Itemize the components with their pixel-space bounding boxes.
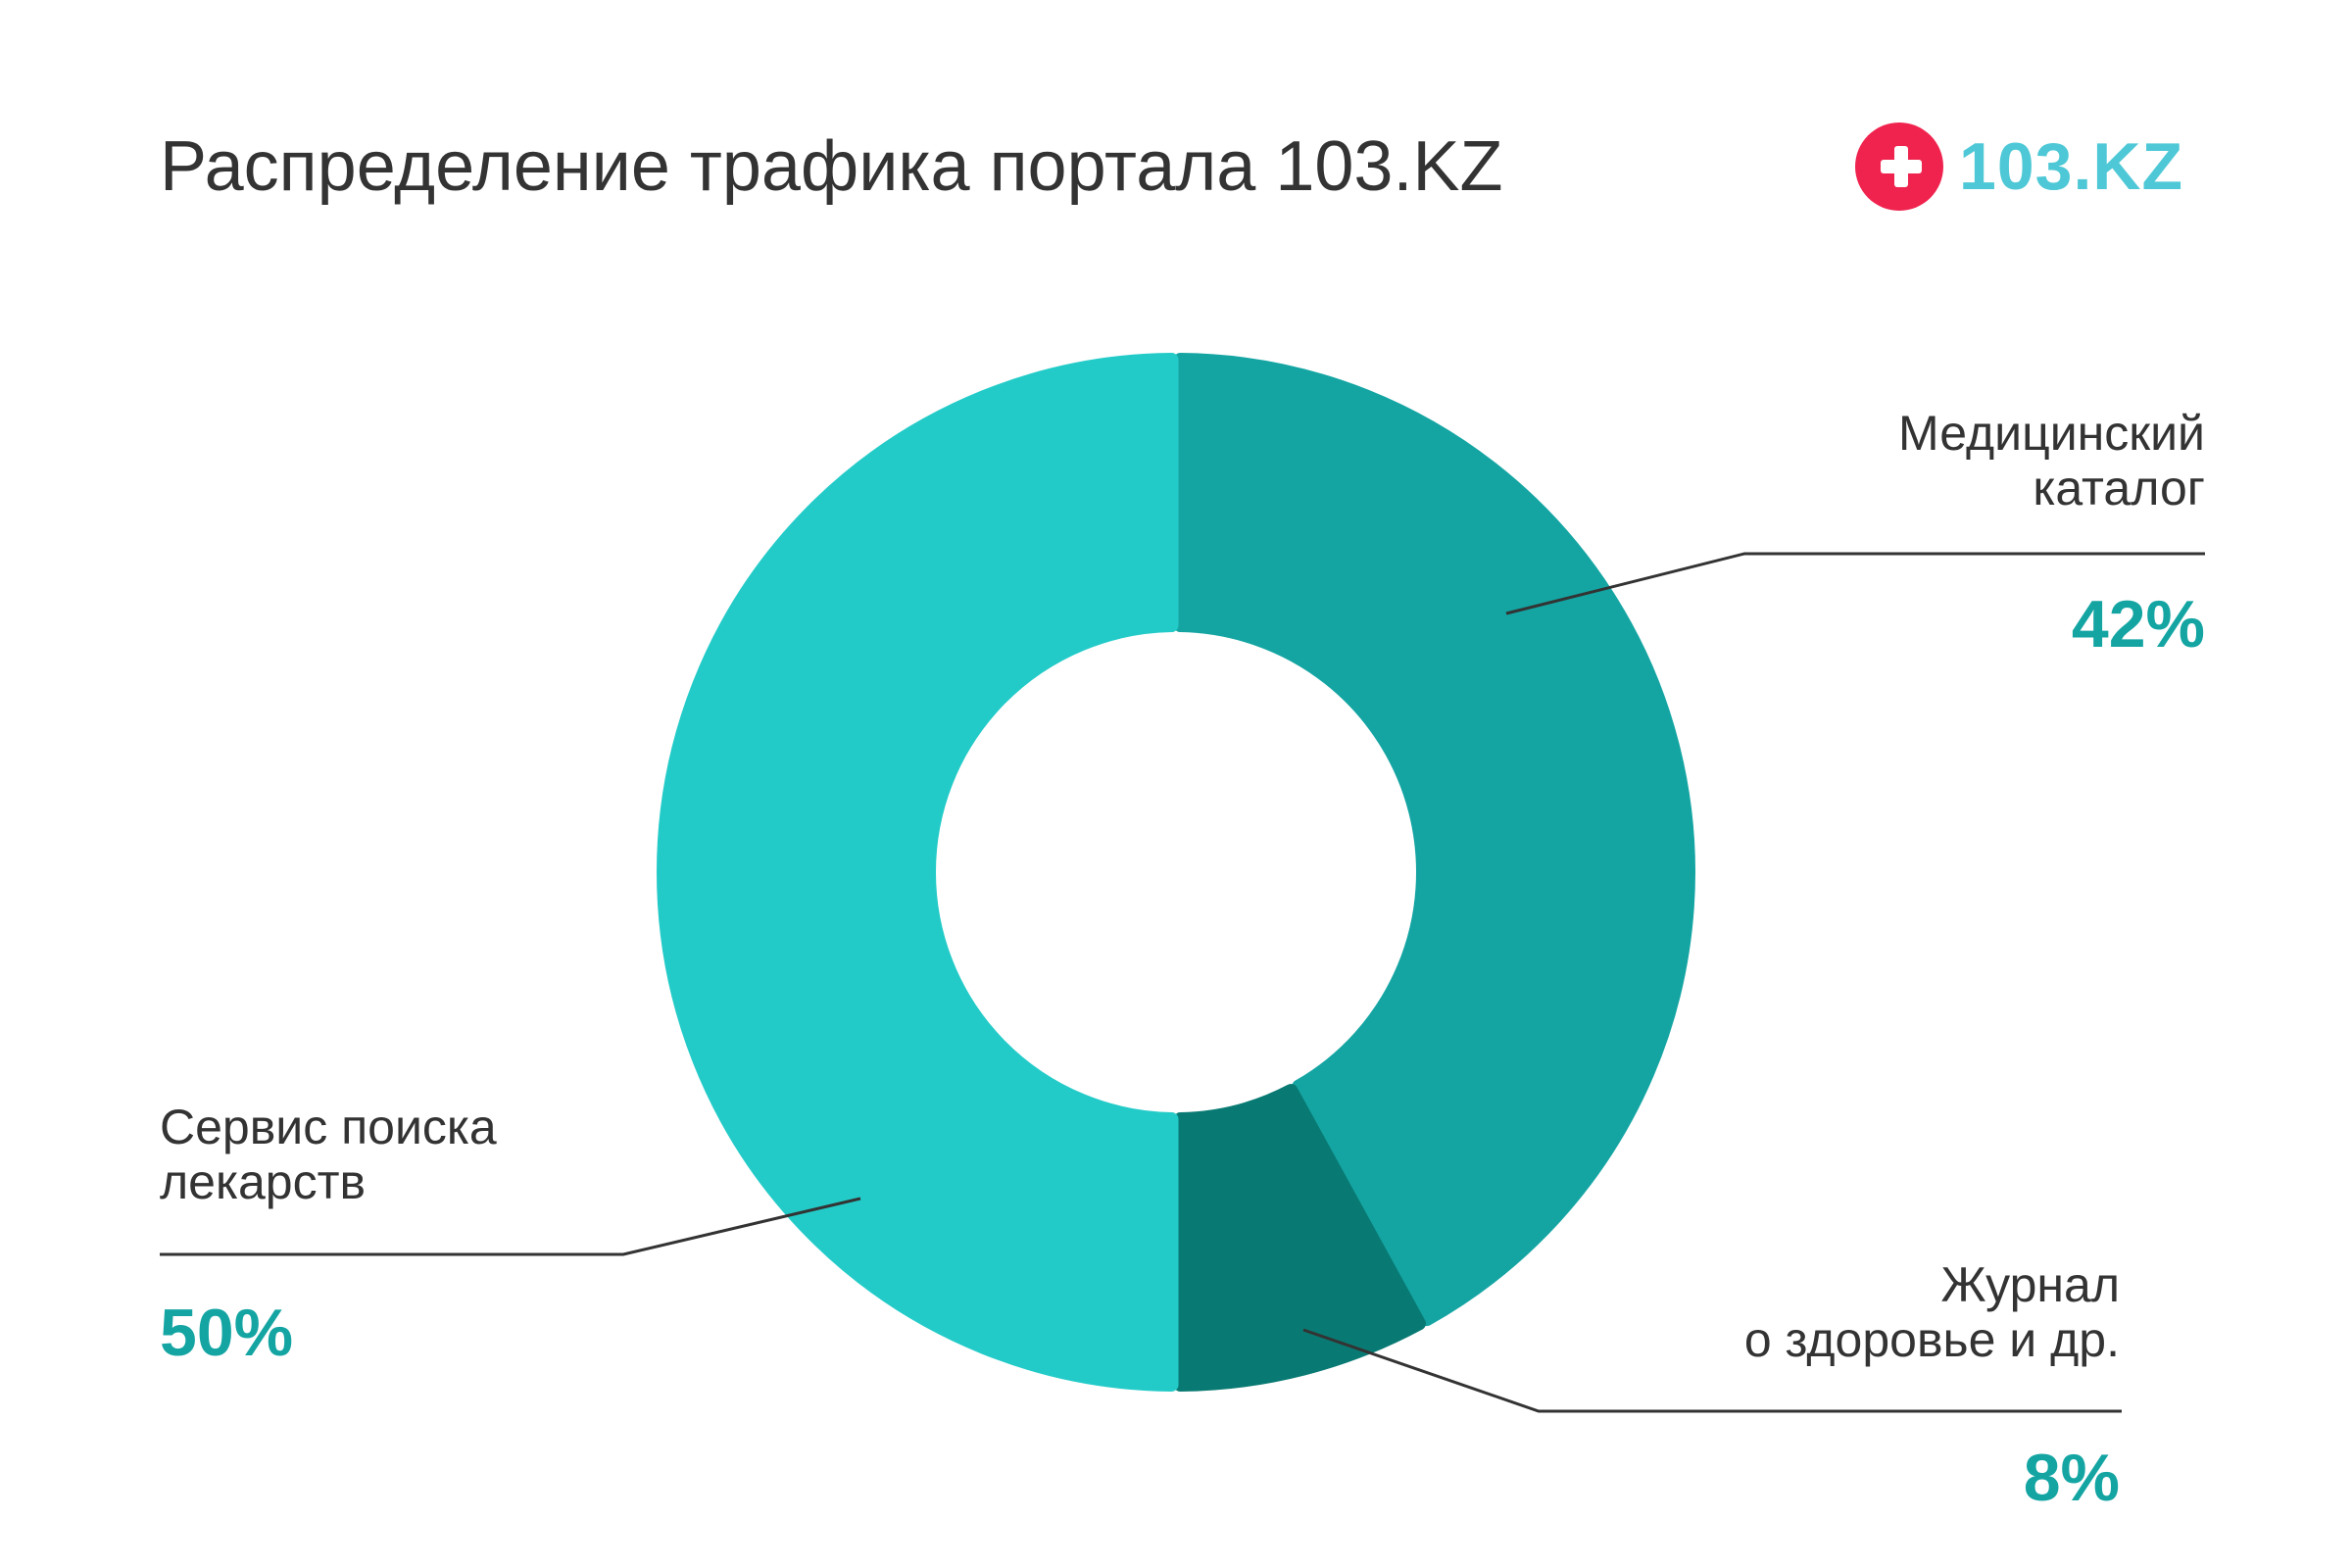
leader-lines [160, 552, 2205, 1413]
slice-value-catalog: 42% [2071, 587, 2205, 662]
brand-logo: 103.KZ [1855, 122, 2183, 211]
leader-line-catalog [1505, 552, 2205, 615]
leader-line-drug-search [160, 1197, 861, 1256]
chart-title: Распределение трафика портала 103.KZ [160, 127, 1503, 206]
slice-label-journal: Журнал о здоровье и др. [1744, 1257, 2120, 1367]
slice-label-line: Журнал [1940, 1257, 2120, 1312]
logo-text: 103.KZ [1959, 129, 2183, 204]
leader-line-journal [1302, 1328, 2122, 1413]
slice-value-journal: 8% [2023, 1441, 2120, 1515]
slice-label-line: о здоровье и др. [1743, 1312, 2120, 1367]
plus-cross-icon [1855, 122, 1943, 211]
slice-label-line: Сервис поиска [160, 1100, 497, 1154]
slice-label-drug-search: Сервис поиска лекарств [160, 1100, 497, 1209]
slice-label-line: лекарств [160, 1154, 367, 1209]
donut-slice-journal [1173, 1083, 1426, 1392]
slice-label-line: каталог [2033, 461, 2205, 515]
slice-label-line: Медицинский [1898, 406, 2205, 461]
slice-label-catalog: Медицинский каталог [1898, 406, 2205, 515]
donut-slices [657, 353, 1695, 1392]
donut-slice-drug-search [657, 353, 1179, 1392]
slice-value-drug-search: 50% [160, 1296, 294, 1370]
